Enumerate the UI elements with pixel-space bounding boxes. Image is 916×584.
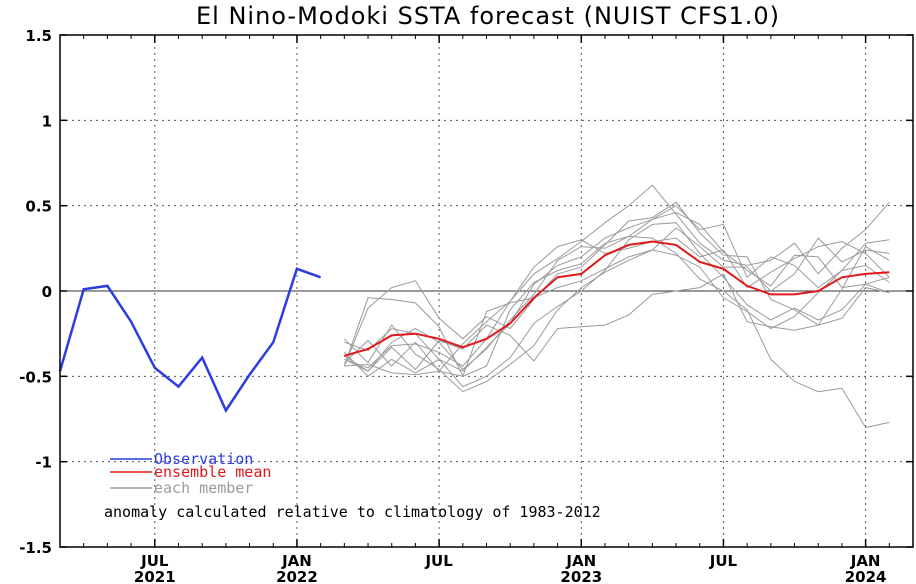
y-tick-label: 0 bbox=[42, 283, 52, 301]
legend-observation-label: Observation bbox=[154, 450, 253, 468]
x-tick-year: 2022 bbox=[276, 568, 318, 584]
x-tick-month: JAN bbox=[850, 552, 881, 570]
x-tick-month: JUL bbox=[709, 552, 738, 570]
observation-series bbox=[58, 267, 322, 414]
member-line-8 bbox=[344, 273, 890, 372]
x-tick-month: JAN bbox=[281, 552, 312, 570]
legend-ensemble-mean-label: ensemble mean bbox=[154, 463, 271, 481]
y-tick-label: 0.5 bbox=[25, 198, 52, 216]
y-tick-label: -0.5 bbox=[19, 368, 52, 386]
y-axis: 1.5 1 0.5 0 -0.5 -1 -1.5 bbox=[19, 27, 913, 557]
y-tick-label: 1.5 bbox=[25, 27, 52, 45]
x-tick-month: JUL bbox=[424, 552, 453, 570]
member-lines bbox=[343, 184, 890, 429]
member-line-3 bbox=[343, 201, 890, 367]
x-tick-month: JAN bbox=[565, 552, 596, 570]
legend: Observation ensemble mean each member bbox=[110, 450, 271, 497]
x-tick-year: 2023 bbox=[560, 568, 602, 584]
member-line-4 bbox=[343, 222, 890, 388]
member-line-9 bbox=[344, 227, 890, 377]
x-tick-year: 2021 bbox=[134, 568, 176, 584]
ensemble-mean-series bbox=[344, 240, 890, 357]
observation-line bbox=[58, 267, 322, 414]
member-line-1 bbox=[344, 205, 890, 372]
ensemble-mean-line bbox=[344, 240, 890, 357]
x-tick-month: JUL bbox=[140, 552, 169, 570]
y-tick-label: -1.5 bbox=[19, 539, 52, 557]
climatology-note: anomaly calculated relative to climatolo… bbox=[104, 503, 601, 521]
member-line-7 bbox=[344, 211, 890, 372]
member-line-6 bbox=[343, 235, 890, 429]
legend-each-member-label: each member bbox=[154, 479, 253, 497]
y-tick-label: 1 bbox=[42, 112, 52, 130]
member-line-5 bbox=[343, 249, 890, 393]
y-tick-label: -1 bbox=[35, 454, 52, 472]
chart-title: El Nino-Modoki SSTA forecast (NUIST CFS1… bbox=[196, 2, 780, 30]
x-tick-year: 2024 bbox=[845, 568, 887, 584]
